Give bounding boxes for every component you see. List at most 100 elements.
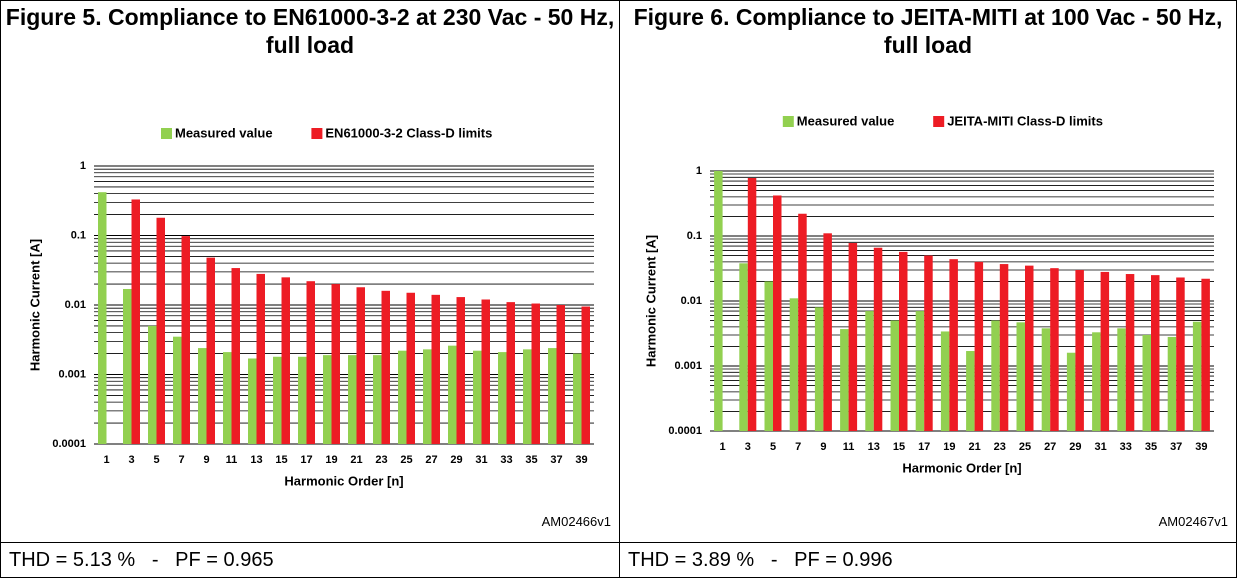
bar <box>323 355 332 444</box>
y-tick-label: 1 <box>80 160 86 172</box>
x-tick-label: 15 <box>893 441 905 453</box>
x-tick-label: 27 <box>1044 441 1056 453</box>
bar <box>966 351 975 431</box>
bar <box>1176 277 1185 431</box>
bar <box>473 350 482 444</box>
bar <box>281 277 290 444</box>
x-tick-label: 1 <box>103 454 109 466</box>
bar <box>747 178 757 431</box>
x-axis-title: Harmonic Order [n] <box>902 460 1021 475</box>
bar <box>1192 321 1202 431</box>
bar <box>123 288 132 444</box>
bar <box>256 273 265 444</box>
bar <box>498 352 507 444</box>
bar <box>373 355 382 444</box>
x-tick-label: 5 <box>770 441 776 453</box>
bar <box>273 356 282 444</box>
y-tick-label: 0.01 <box>65 299 86 311</box>
x-tick-label: 5 <box>153 454 159 466</box>
bar <box>456 297 465 444</box>
bar <box>739 263 748 431</box>
bar <box>873 247 883 431</box>
legend-swatch <box>782 116 794 127</box>
y-axis-title: Harmonic Current [A] <box>27 239 42 371</box>
y-tick-label: 0.0001 <box>668 425 702 437</box>
x-tick-label: 7 <box>795 441 801 453</box>
bar <box>1075 269 1084 431</box>
x-tick-label: 25 <box>1019 441 1031 453</box>
bar <box>148 325 157 444</box>
x-tick-label: 9 <box>203 454 209 466</box>
bar <box>773 195 782 431</box>
bar <box>173 336 182 444</box>
y-tick-label: 1 <box>696 165 702 177</box>
y-tick-label: 0.0001 <box>52 438 86 450</box>
figure-title: Figure 6. Compliance to JEITA-MITI at 10… <box>633 4 1223 58</box>
bar <box>156 217 165 444</box>
y-tick-label: 0.001 <box>58 368 86 380</box>
bar <box>949 259 958 431</box>
bar <box>248 358 257 444</box>
bar <box>1142 334 1151 431</box>
chart: 0.0001 0.001 0.01 0.1 1 Harmonic Current [A] H… <box>27 125 594 488</box>
bar <box>1066 352 1076 431</box>
figure-cell: Figure 6. Compliance to JEITA-MITI at 10… <box>619 0 1237 578</box>
y-tick-label: 0.1 <box>71 229 86 241</box>
x-tick-label: 11 <box>226 454 238 466</box>
legend-label: Measured value <box>797 113 895 128</box>
x-tick-label: 17 <box>300 454 312 466</box>
x-tick-label: 37 <box>550 454 562 466</box>
bar <box>306 281 315 444</box>
separator <box>620 542 1236 543</box>
bar <box>848 243 858 431</box>
x-tick-label: 39 <box>575 454 587 466</box>
bar <box>1125 274 1135 431</box>
legend-label: EN61000-3-2 Class-D limits <box>325 125 492 140</box>
bar <box>398 350 407 444</box>
x-tick-label: 31 <box>1094 441 1106 453</box>
bar <box>381 290 390 444</box>
bar <box>865 311 874 431</box>
x-tick-label: 23 <box>994 441 1006 453</box>
x-tick-label: 19 <box>325 454 337 466</box>
bar <box>1167 336 1177 431</box>
bar <box>714 171 723 431</box>
y-axis-title: Harmonic Current [A] <box>643 235 658 367</box>
y-tick-label: 0.001 <box>674 360 702 372</box>
bar <box>840 329 849 431</box>
bar <box>1151 275 1160 431</box>
legend-swatch <box>161 128 172 139</box>
bar <box>531 303 540 444</box>
bar <box>890 320 899 431</box>
bar <box>1041 328 1051 431</box>
legend-label: JEITA-MITI Class-D limits <box>947 113 1103 128</box>
x-tick-label: 3 <box>745 441 751 453</box>
bar <box>924 255 933 431</box>
bar <box>198 348 207 444</box>
bar <box>1092 332 1101 431</box>
bar <box>423 349 432 444</box>
x-tick-label: 9 <box>820 441 826 453</box>
y-tick-label: 0.01 <box>681 295 702 307</box>
bar <box>915 311 925 431</box>
bar <box>1050 268 1059 431</box>
legend-swatch <box>933 116 945 127</box>
separator <box>1 542 619 543</box>
legend-swatch <box>311 128 323 139</box>
x-tick-label: 19 <box>943 441 955 453</box>
x-tick-label: 33 <box>1120 441 1132 453</box>
figure-code: AM02467v1 <box>1158 514 1228 529</box>
x-tick-label: 35 <box>525 454 537 466</box>
x-tick-label: 7 <box>178 454 184 466</box>
bar <box>331 284 340 444</box>
figure-title: Figure 5. Compliance to EN61000-3-2 at 2… <box>5 4 615 58</box>
bar <box>814 307 824 431</box>
x-tick-label: 23 <box>375 454 387 466</box>
footer-text: THD = 3.89 % - PF = 0.996 <box>628 549 893 571</box>
bar <box>1016 322 1025 431</box>
bar <box>1117 328 1126 431</box>
x-tick-label: 33 <box>500 454 512 466</box>
bar <box>298 356 307 444</box>
x-tick-label: 3 <box>128 454 134 466</box>
bar <box>356 287 365 444</box>
